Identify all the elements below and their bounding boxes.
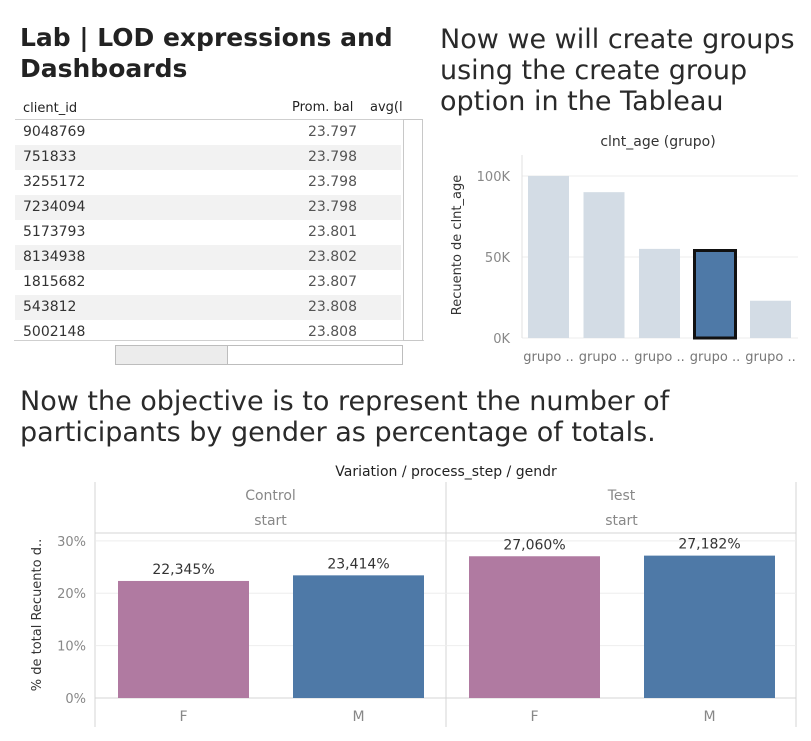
gender-chart-bars: [118, 555, 775, 698]
gender-chart-y-tick: 30%: [57, 535, 86, 550]
prom-bal-cell: 23.798: [308, 199, 357, 215]
client-id-cell: 5173793: [23, 224, 86, 240]
gender-chart-x-tick: M: [352, 709, 364, 725]
age-chart-x-axis: grupo .. grupo .. grupo .. grupo .. grupo ..: [523, 350, 795, 365]
age-chart-y-axis: 0K 50K 100K: [477, 170, 511, 347]
gender-bar-m[interactable]: [293, 575, 424, 698]
age-chart-bars: [528, 175, 791, 340]
panel-header-variation: Test: [607, 488, 636, 504]
gender-bar-label: 27,060%: [503, 537, 565, 553]
table-row[interactable]: 1815682 23.807: [15, 270, 401, 295]
panel-header-step: start: [254, 513, 287, 529]
client-id-cell: 543812: [23, 299, 77, 315]
client-id-cell: 9048769: [23, 124, 86, 140]
age-bar[interactable]: [528, 175, 569, 338]
gender-bar-f[interactable]: [469, 556, 600, 698]
age-chart-x-tick: grupo ..: [745, 350, 795, 365]
age-chart-title: clnt_age (grupo): [600, 134, 715, 150]
gender-bar-label: 27,182%: [678, 537, 740, 553]
horizontal-scrollbar-thumb[interactable]: [116, 346, 228, 364]
gender-chart-x-tick: F: [530, 709, 538, 725]
table-row[interactable]: 8134938 23.802: [15, 245, 401, 270]
column-header-avg[interactable]: avg(l: [370, 100, 403, 115]
gender-chart-y-axis: 0% 10% 20% 30%: [57, 535, 86, 707]
client-id-cell: 8134938: [23, 249, 86, 265]
gender-chart-x-tick: M: [703, 709, 715, 725]
gender-chart-data-labels: 22,345% 23,414% 27,060% 27,182%: [152, 537, 740, 578]
gender-chart-title: Variation / process_step / gendr: [335, 464, 557, 480]
age-bar[interactable]: [750, 300, 791, 338]
client-id-cell: 751833: [23, 149, 77, 165]
prom-bal-cell: 23.802: [308, 249, 357, 265]
column-header-client-id[interactable]: client_id: [23, 101, 78, 116]
gender-bar-label: 23,414%: [327, 556, 389, 572]
gender-chart-x-tick: F: [179, 709, 187, 725]
prom-bal-cell: 23.797: [308, 124, 357, 140]
age-chart-y-axis-label: Recuento de clnt_age: [450, 175, 465, 315]
client-id-cell: 3255172: [23, 174, 86, 190]
prom-bal-cell: 23.798: [308, 149, 357, 165]
gender-chart-y-axis-label: % de total Recuento d..: [30, 539, 45, 692]
panel-header-variation: Control: [245, 488, 296, 504]
age-group-chart: clnt_age (grupo) Recuento de clnt_age 0K…: [450, 134, 798, 365]
age-chart-x-tick: grupo ..: [523, 350, 573, 365]
client-id-cell: 5002148: [23, 324, 86, 340]
table-row[interactable]: 751833 23.798: [15, 145, 401, 170]
client-id-cell: 7234094: [23, 199, 86, 215]
gender-chart-y-tick: 0%: [65, 692, 86, 707]
groups-headline: Now we will create groups using the crea…: [440, 24, 795, 117]
client-id-cell: 1815682: [23, 274, 86, 290]
gender-chart-panel-headers: Control start Test start: [245, 488, 638, 529]
age-bar[interactable]: [639, 248, 680, 338]
table-row[interactable]: 9048769 23.797: [15, 120, 401, 145]
age-chart-y-tick: 100K: [477, 170, 511, 185]
table-row[interactable]: 543812 23.808: [15, 295, 401, 320]
gender-bar-label: 22,345%: [152, 562, 214, 578]
client-table: client_id Prom. bal avg(l: [14, 95, 424, 367]
age-chart-y-tick: 50K: [485, 251, 511, 266]
prom-bal-cell: 23.798: [308, 174, 357, 190]
table-row[interactable]: 3255172 23.798: [15, 170, 401, 195]
gender-percentage-chart: Variation / process_step / gendr % de to…: [30, 464, 797, 727]
table-row[interactable]: 5173793 23.801: [15, 220, 401, 245]
age-chart-x-tick: grupo ..: [634, 350, 684, 365]
table-vertical-scrollbar[interactable]: [403, 119, 423, 341]
table-row[interactable]: 7234094 23.798: [15, 195, 401, 220]
table-row[interactable]: 5002148 23.808: [15, 320, 401, 345]
age-bar-selected[interactable]: [693, 249, 737, 340]
gender-chart-y-tick: 20%: [57, 587, 86, 602]
prom-bal-cell: 23.808: [308, 299, 357, 315]
table-bottom-divider: [14, 340, 424, 341]
objective-headline: Now the objective is to represent the nu…: [20, 386, 670, 448]
prom-bal-cell: 23.807: [308, 274, 357, 290]
age-bar[interactable]: [583, 192, 625, 338]
panel-header-step: start: [605, 513, 638, 529]
prom-bal-cell: 23.808: [308, 324, 357, 340]
column-header-prom-bal[interactable]: Prom. bal: [292, 100, 354, 115]
gender-chart-y-tick: 10%: [57, 640, 86, 655]
gender-bar-f[interactable]: [118, 580, 249, 698]
page-title: Lab | LOD expressions and Dashboards: [20, 23, 393, 83]
age-chart-x-tick: grupo ..: [579, 350, 629, 365]
prom-bal-cell: 23.801: [308, 224, 357, 240]
age-chart-x-tick: grupo ..: [690, 350, 740, 365]
gender-bar-m[interactable]: [644, 555, 775, 698]
table-horizontal-scrollbar[interactable]: [115, 345, 403, 365]
header-divider: [15, 119, 423, 120]
age-chart-y-tick: 0K: [493, 332, 510, 347]
